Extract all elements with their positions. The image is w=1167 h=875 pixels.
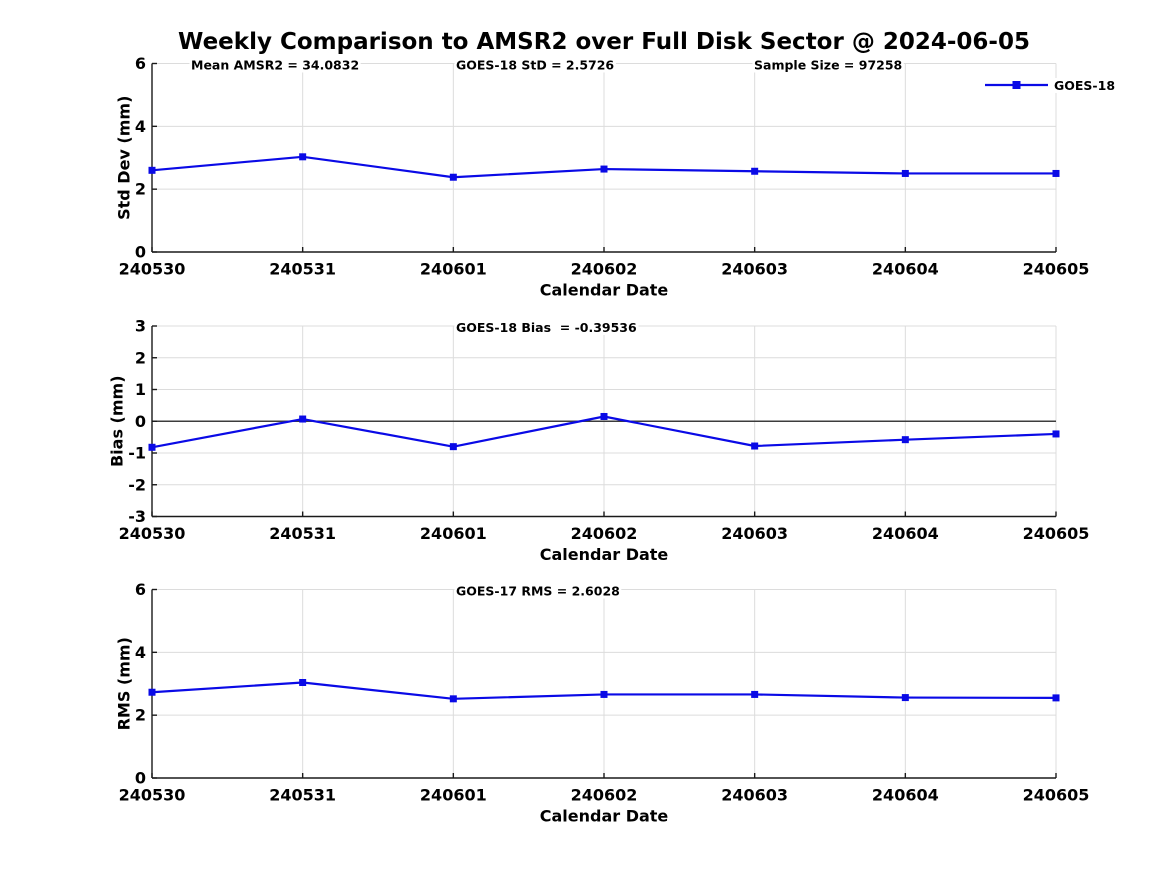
annotation-background	[189, 57, 361, 73]
data-point-marker	[449, 173, 457, 181]
data-point-marker	[1052, 694, 1060, 702]
x-tick-label: 240531	[269, 524, 336, 543]
x-tick-label: 240531	[269, 260, 336, 279]
x-tick-label: 240605	[1023, 260, 1090, 279]
annotation-background	[454, 57, 616, 73]
data-point-marker	[148, 688, 156, 696]
x-tick-label: 240601	[420, 524, 487, 543]
y-tick-label: 3	[135, 317, 146, 336]
y-axis-title: RMS (mm)	[115, 637, 134, 730]
data-point-marker	[600, 412, 608, 420]
data-point-marker	[148, 443, 156, 451]
data-point-marker	[901, 169, 909, 177]
y-axis-title: Bias (mm)	[108, 375, 127, 467]
x-tick-label: 240531	[269, 786, 336, 805]
data-point-marker	[901, 436, 909, 444]
x-tick-label: 240605	[1023, 524, 1090, 543]
x-tick-label: 240603	[721, 524, 788, 543]
y-tick-label: 0	[135, 769, 146, 788]
y-tick-label: 6	[135, 580, 146, 599]
y-tick-label: 6	[135, 54, 146, 73]
x-tick-label: 240601	[420, 786, 487, 805]
data-point-marker	[901, 694, 909, 702]
x-tick-label: 240602	[571, 260, 638, 279]
y-axis-title: Std Dev (mm)	[115, 96, 134, 220]
annotation-background	[454, 320, 639, 335]
y-tick-label: -3	[128, 507, 146, 526]
y-tick-label: 2	[135, 706, 146, 725]
annotation-background	[454, 583, 622, 599]
x-tick-label: 240530	[119, 786, 186, 805]
stat-annotation: Sample Size = 97258	[754, 58, 902, 73]
data-point-marker	[600, 165, 608, 173]
x-tick-label: 240601	[420, 260, 487, 279]
y-tick-label: -1	[128, 444, 146, 463]
y-tick-label: 0	[135, 412, 146, 431]
data-point-marker	[299, 153, 307, 161]
x-tick-label: 240604	[872, 524, 939, 543]
stat-annotation: GOES-17 RMS = 2.6028	[456, 584, 620, 599]
figure-title: Weekly Comparison to AMSR2 over Full Dis…	[178, 29, 1030, 55]
data-point-marker	[600, 690, 608, 698]
data-point-marker	[299, 415, 307, 423]
y-tick-label: 4	[135, 643, 146, 662]
x-tick-label: 240602	[571, 524, 638, 543]
legend-label: GOES-18	[1054, 78, 1115, 93]
x-tick-label: 240603	[721, 786, 788, 805]
x-axis-title: Calendar Date	[540, 545, 669, 564]
y-tick-label: 0	[135, 243, 146, 262]
data-point-marker	[449, 695, 457, 703]
data-point-marker	[1052, 169, 1060, 177]
x-tick-label: 240530	[119, 524, 186, 543]
data-point-marker	[751, 167, 759, 175]
y-tick-label: 2	[135, 348, 146, 367]
data-point-marker	[751, 442, 759, 450]
annotation-background	[1052, 78, 1117, 93]
y-tick-label: 4	[135, 117, 146, 136]
y-tick-label: -2	[128, 475, 146, 494]
stat-annotation: GOES-18 Bias = -0.39536	[456, 320, 637, 335]
data-point-marker	[449, 443, 457, 451]
x-tick-label: 240602	[571, 786, 638, 805]
data-point-marker	[1052, 430, 1060, 438]
x-tick-label: 240530	[119, 260, 186, 279]
x-tick-label: 240604	[872, 786, 939, 805]
x-tick-label: 240604	[872, 260, 939, 279]
y-tick-label: 2	[135, 180, 146, 199]
y-tick-label: 1	[135, 380, 146, 399]
x-tick-label: 240603	[721, 260, 788, 279]
stat-annotation: Mean AMSR2 = 34.0832	[191, 58, 359, 73]
x-axis-title: Calendar Date	[540, 281, 669, 300]
legend-marker	[1012, 81, 1021, 89]
stat-annotation: GOES-18 StD = 2.5726	[456, 58, 614, 73]
x-tick-label: 240605	[1023, 786, 1090, 805]
data-point-marker	[299, 678, 307, 686]
data-point-marker	[751, 690, 759, 698]
x-axis-title: Calendar Date	[540, 807, 669, 826]
annotation-background	[752, 57, 904, 73]
data-point-marker	[148, 166, 156, 174]
